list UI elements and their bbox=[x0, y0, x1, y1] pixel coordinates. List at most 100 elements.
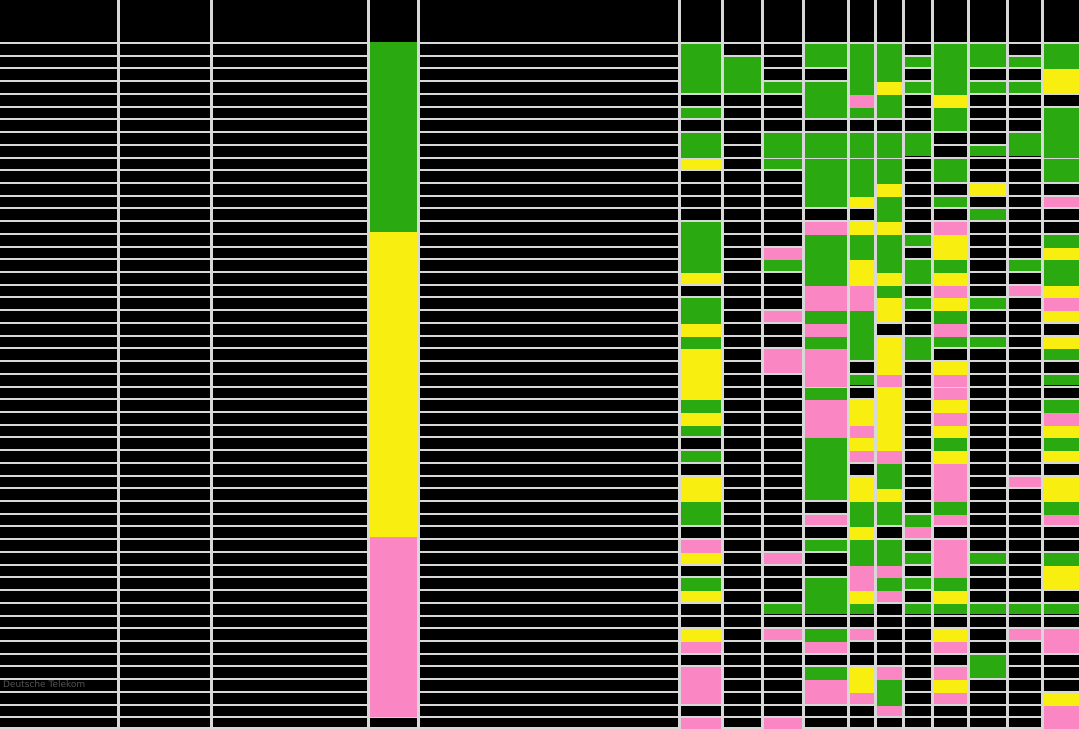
grid-cell bbox=[934, 463, 967, 477]
grid-cell bbox=[905, 82, 931, 93]
grid-cell bbox=[1044, 298, 1079, 312]
grid-cell bbox=[934, 107, 967, 121]
gridline-vertical bbox=[802, 0, 805, 729]
grid-cell bbox=[905, 578, 931, 590]
grid-cell bbox=[764, 145, 802, 159]
grid-cell bbox=[970, 654, 1006, 668]
grid-cell bbox=[877, 158, 902, 172]
grid-cell bbox=[1044, 273, 1079, 286]
grid-cell bbox=[850, 489, 874, 502]
grid-cell bbox=[934, 56, 967, 70]
grid-cell bbox=[877, 56, 902, 70]
grid-cell bbox=[934, 82, 967, 95]
gridline-horizontal bbox=[0, 143, 1079, 146]
grid-cell bbox=[877, 451, 902, 464]
grid-cell bbox=[850, 196, 874, 208]
grid-cell bbox=[724, 69, 761, 83]
grid-cell bbox=[934, 336, 967, 348]
grid-cell bbox=[877, 285, 902, 299]
grid-cell bbox=[1009, 603, 1041, 615]
grid-cell bbox=[805, 387, 847, 401]
gridline-vertical bbox=[117, 0, 120, 729]
grid-cell bbox=[681, 451, 721, 462]
gridline-horizontal bbox=[0, 207, 1079, 210]
grid-cell bbox=[877, 107, 902, 119]
gridline-horizontal bbox=[0, 54, 1079, 57]
grid-cell bbox=[934, 234, 967, 248]
grid-cell bbox=[877, 463, 902, 477]
grid-cell bbox=[681, 629, 721, 642]
grid-cell bbox=[681, 374, 721, 388]
grid-cell bbox=[805, 273, 847, 286]
grid-cell bbox=[877, 171, 902, 184]
grid-cell bbox=[805, 234, 847, 248]
grid-cell bbox=[805, 578, 847, 592]
grid-cell bbox=[805, 400, 847, 413]
grid-cell bbox=[850, 323, 874, 337]
grid-cell bbox=[934, 374, 967, 388]
grid-cell bbox=[850, 260, 874, 273]
gridline-horizontal bbox=[0, 372, 1079, 375]
grid-cell bbox=[850, 133, 874, 146]
grid-cell bbox=[934, 692, 967, 704]
grid-cell bbox=[934, 222, 967, 235]
grid-cell bbox=[905, 133, 931, 146]
grid-cell bbox=[681, 578, 721, 592]
grid-cell bbox=[724, 56, 761, 70]
grid-cell bbox=[805, 285, 847, 299]
grid-cell bbox=[764, 158, 802, 170]
grid-cell bbox=[850, 412, 874, 426]
grid-cell bbox=[905, 552, 931, 564]
grid-cell bbox=[970, 82, 1006, 93]
grid-cell bbox=[905, 349, 931, 361]
grid-cell bbox=[934, 400, 967, 413]
grid-cell bbox=[934, 502, 967, 515]
grid-cell bbox=[805, 603, 847, 615]
grid-cell bbox=[850, 349, 874, 361]
gridline-horizontal bbox=[0, 347, 1079, 350]
grid-cell bbox=[805, 667, 847, 681]
grid-cell bbox=[850, 667, 874, 681]
grid-cell bbox=[681, 158, 721, 170]
grid-cell bbox=[934, 362, 967, 375]
gridline-horizontal bbox=[0, 652, 1079, 655]
grid-cell bbox=[934, 425, 967, 439]
grid-cell bbox=[970, 44, 1006, 57]
header-row bbox=[0, 0, 1079, 42]
gridline-vertical bbox=[847, 0, 850, 729]
grid-cell bbox=[805, 311, 847, 324]
gridline-horizontal bbox=[0, 105, 1079, 108]
grid-cell bbox=[877, 298, 902, 312]
grid-cell bbox=[905, 514, 931, 528]
gridline-horizontal bbox=[0, 690, 1079, 693]
grid-cell bbox=[934, 311, 967, 324]
gridline-horizontal bbox=[0, 296, 1079, 299]
gridline-horizontal bbox=[0, 258, 1079, 261]
grid-cell bbox=[681, 349, 721, 363]
grid-cell bbox=[681, 400, 721, 413]
gridline-horizontal bbox=[0, 550, 1079, 553]
gridline-vertical bbox=[967, 0, 970, 729]
grid-cell bbox=[1044, 107, 1079, 121]
grid-cell bbox=[934, 476, 967, 490]
grid-cell bbox=[877, 311, 902, 322]
grid-cell bbox=[850, 425, 874, 439]
grid-cell bbox=[1044, 489, 1079, 502]
grid-cell bbox=[805, 171, 847, 184]
grid-cell bbox=[877, 234, 902, 248]
gridline-horizontal bbox=[0, 334, 1079, 337]
gridline-vertical bbox=[721, 0, 724, 729]
grid-cell bbox=[805, 323, 847, 337]
grid-cell bbox=[934, 44, 967, 57]
grid-cell bbox=[970, 336, 1006, 348]
grid-cell bbox=[934, 247, 967, 261]
grid-cell bbox=[1044, 311, 1079, 322]
grid-cell bbox=[934, 273, 967, 286]
grid-cell bbox=[681, 247, 721, 261]
grid-cell bbox=[805, 514, 847, 526]
grid-cell bbox=[877, 412, 902, 426]
grid-cell bbox=[1044, 234, 1079, 248]
grid-cell bbox=[934, 489, 967, 502]
grid-cell bbox=[764, 133, 802, 146]
grid-cell bbox=[850, 374, 874, 386]
